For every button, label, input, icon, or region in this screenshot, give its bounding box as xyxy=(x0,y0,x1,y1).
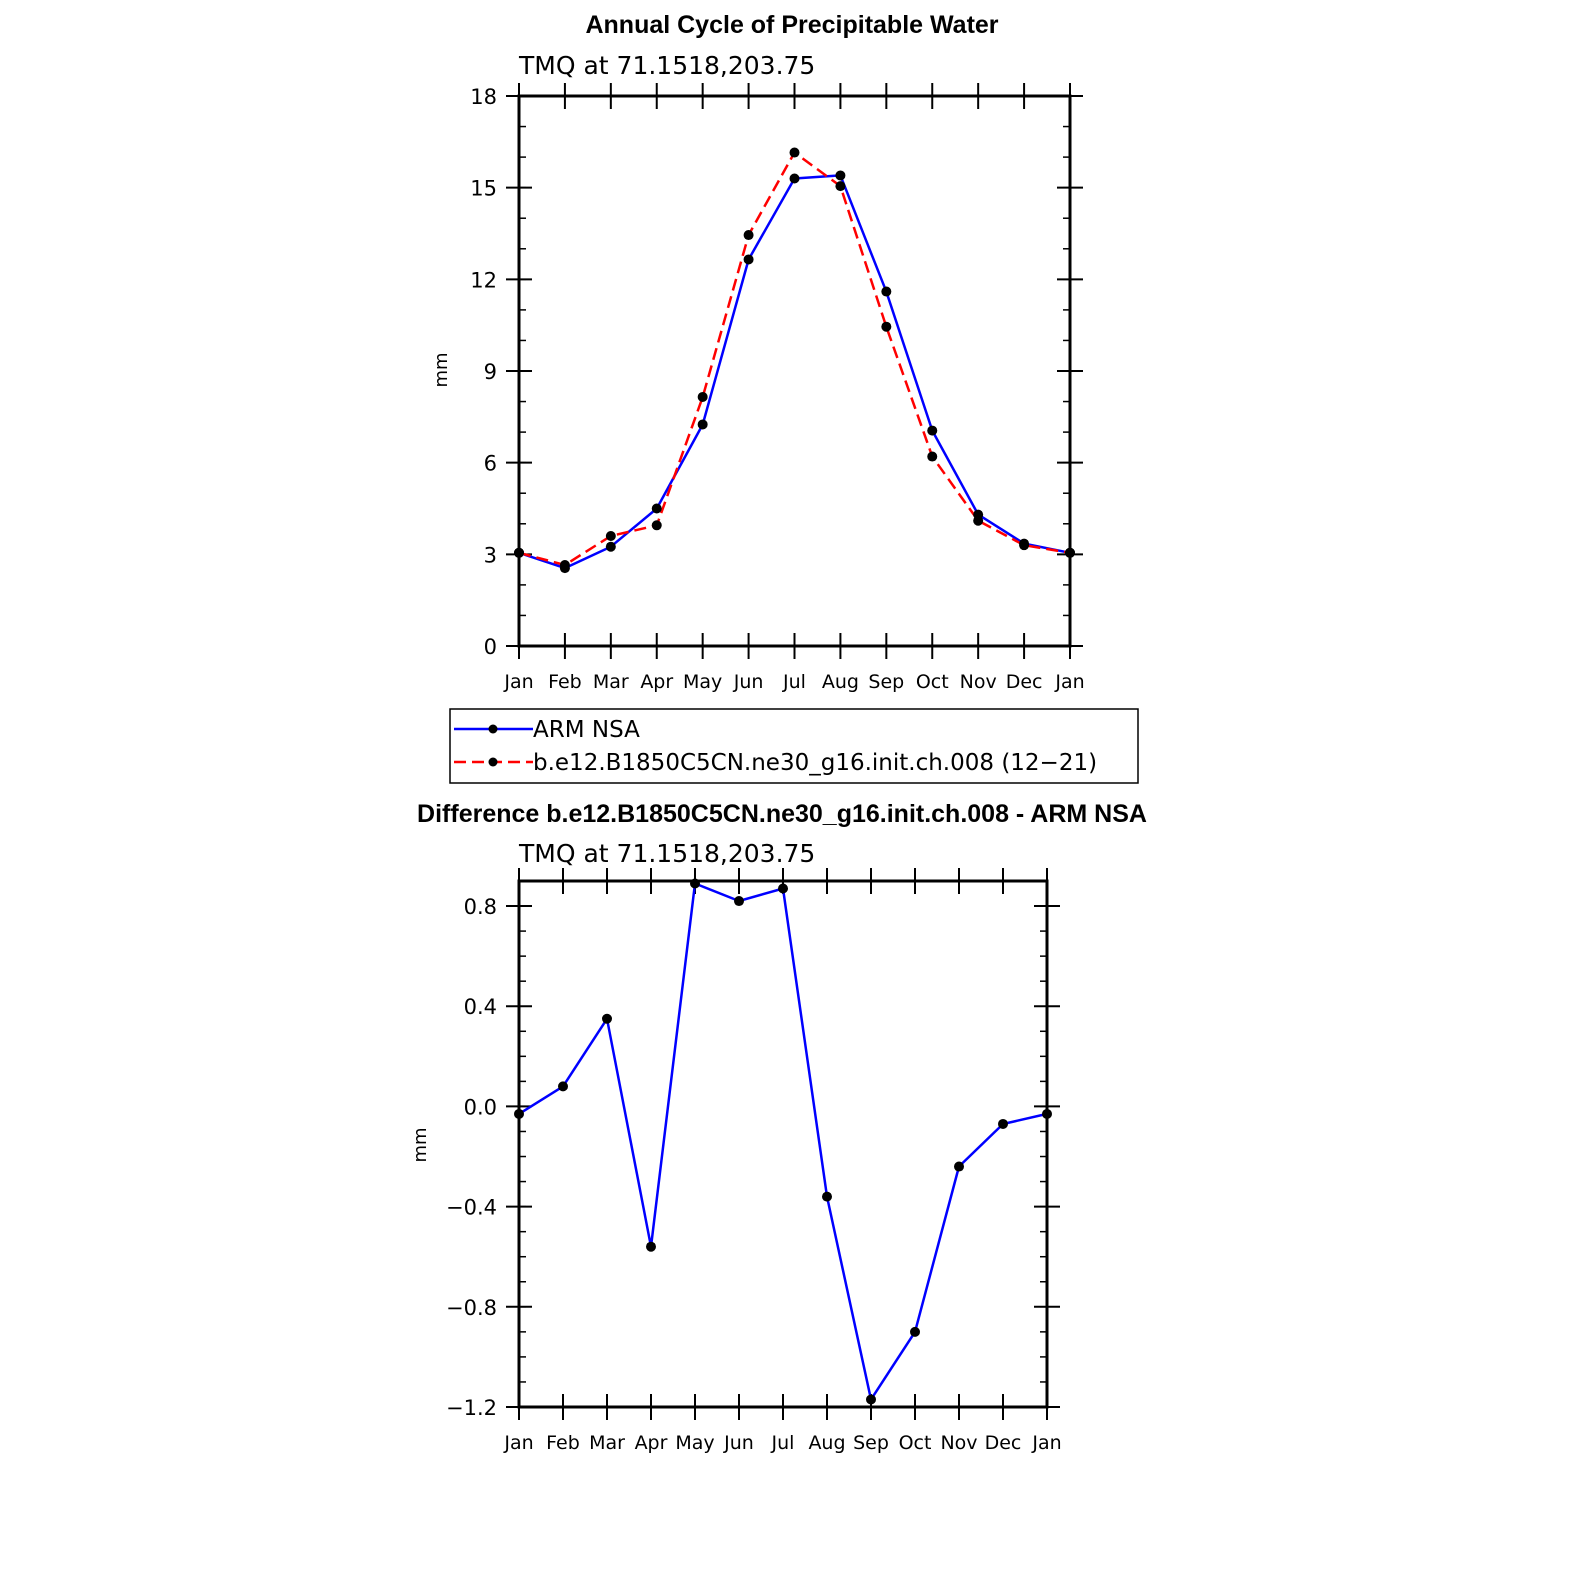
legend-label-model: b.e12.B1850C5CN.ne30_g16.init.ch.008 (12… xyxy=(533,750,1097,776)
x-tick-label: Sep xyxy=(853,1432,889,1454)
x-tick-label: Dec xyxy=(985,1432,1022,1454)
data-point xyxy=(558,1081,568,1092)
data-point xyxy=(605,531,616,541)
annual-cycle-chart: Annual Cycle of Precipitable Water TMQ a… xyxy=(431,11,1085,693)
data-point xyxy=(1042,1108,1052,1119)
x-tick-label: Feb xyxy=(548,671,582,693)
data-point xyxy=(778,883,788,894)
series-lines xyxy=(518,151,1071,570)
data-point xyxy=(789,173,800,184)
data-point xyxy=(734,896,744,907)
y-tick-label: 18 xyxy=(470,85,497,109)
y-tick-label: 12 xyxy=(470,268,497,292)
data-point xyxy=(881,321,892,332)
x-tick-label: Apr xyxy=(635,1432,668,1454)
data-point xyxy=(822,1191,832,1202)
x-tick-label: Jan xyxy=(1031,1432,1061,1454)
y-tick-label: 0 xyxy=(484,635,497,659)
y-tick-label: 0.8 xyxy=(464,895,497,919)
legend-label-arm-nsa: ARM NSA xyxy=(533,717,640,743)
x-tick-label: Jan xyxy=(1054,671,1084,693)
x-tick-label: Jun xyxy=(723,1432,754,1454)
chart-title: Annual Cycle of Precipitable Water xyxy=(585,11,998,39)
legend-marker-arm-nsa xyxy=(488,724,498,734)
x-tick-label: Jul xyxy=(782,671,806,693)
data-point xyxy=(1019,540,1030,551)
plot-frame: −1.2 −0.8 −0.4 0.0 0.4 0.8 Jan Feb Mar Apr May Jun J… xyxy=(446,868,1062,1454)
plot-frame: 0 3 6 9 12 15 18 Jan Feb Mar Apr May Jun Jul Aug Sep Oct… xyxy=(470,83,1085,693)
x-tick-label: Jan xyxy=(503,671,533,693)
x-tick-label: Mar xyxy=(593,671,629,693)
data-point xyxy=(743,230,754,241)
data-point xyxy=(602,1013,612,1024)
data-point xyxy=(998,1118,1008,1129)
data-point xyxy=(835,170,846,181)
chart-subtitle: TMQ at 71.1518,203.75 xyxy=(518,51,815,80)
x-tick-label: Feb xyxy=(546,1432,580,1454)
x-tick-label: Aug xyxy=(808,1432,845,1454)
x-tick-label: Mar xyxy=(589,1432,625,1454)
chart-subtitle: TMQ at 71.1518,203.75 xyxy=(518,839,815,868)
y-tick-label: 3 xyxy=(484,543,497,567)
data-point xyxy=(514,1108,524,1119)
x-tick-label: Dec xyxy=(1006,671,1043,693)
x-tick-label: Jun xyxy=(733,671,764,693)
data-point xyxy=(514,547,524,558)
data-point xyxy=(927,451,938,462)
data-point xyxy=(697,391,708,402)
y-tick-label: −0.8 xyxy=(446,1296,497,1320)
x-tick-label: May xyxy=(683,671,722,693)
x-tick-label: Jan xyxy=(503,1432,533,1454)
data-point xyxy=(866,1394,876,1405)
legend-box xyxy=(449,708,1139,784)
data-point xyxy=(954,1161,964,1172)
data-point xyxy=(973,515,984,526)
y-axis-label: mm xyxy=(410,1127,431,1162)
chart-title: Difference b.e12.B1850C5CN.ne30_g16.init… xyxy=(417,800,1147,828)
x-tick-label: Jul xyxy=(771,1432,795,1454)
data-point xyxy=(927,425,938,436)
y-tick-label: 9 xyxy=(484,360,497,384)
series-line-0 xyxy=(518,174,1071,570)
x-tick-label: Sep xyxy=(868,671,904,693)
data-point xyxy=(789,147,800,158)
x-tick-label: Aug xyxy=(822,671,859,693)
data-point xyxy=(646,1241,656,1252)
difference-chart: Difference b.e12.B1850C5CN.ne30_g16.init… xyxy=(410,800,1147,1454)
x-tick-label: May xyxy=(675,1432,714,1454)
y-tick-label: −1.2 xyxy=(446,1396,497,1420)
series-markers xyxy=(514,147,1075,574)
x-tick-label: Oct xyxy=(899,1432,932,1454)
data-point xyxy=(743,254,754,265)
series-line-1 xyxy=(518,151,1071,567)
legend-marker-model xyxy=(488,757,498,767)
data-point xyxy=(1065,547,1075,558)
data-point xyxy=(835,181,846,192)
data-point xyxy=(559,560,570,571)
y-tick-label: 15 xyxy=(470,177,497,201)
series-lines xyxy=(518,882,1048,1401)
data-point xyxy=(651,503,662,514)
x-tick-label: Apr xyxy=(640,671,673,693)
y-tick-label: 0.0 xyxy=(464,1095,497,1119)
data-point xyxy=(605,541,616,552)
data-point xyxy=(881,286,892,297)
data-point xyxy=(910,1326,920,1337)
x-tick-label: Oct xyxy=(916,671,949,693)
y-tick-label: 6 xyxy=(484,452,497,476)
x-tick-label: Nov xyxy=(940,1432,977,1454)
data-point xyxy=(690,878,700,889)
legend: ARM NSA b.e12.B1850C5CN.ne30_g16.init.ch… xyxy=(449,708,1139,784)
y-axis-label: mm xyxy=(431,352,452,387)
y-tick-label: 0.4 xyxy=(464,995,497,1019)
plot-border xyxy=(517,879,1049,1409)
series-markers xyxy=(514,878,1052,1405)
data-point xyxy=(651,520,662,531)
series-line-0 xyxy=(518,882,1048,1401)
y-tick-label: −0.4 xyxy=(446,1196,497,1220)
data-point xyxy=(697,419,708,430)
x-tick-label: Nov xyxy=(960,671,997,693)
